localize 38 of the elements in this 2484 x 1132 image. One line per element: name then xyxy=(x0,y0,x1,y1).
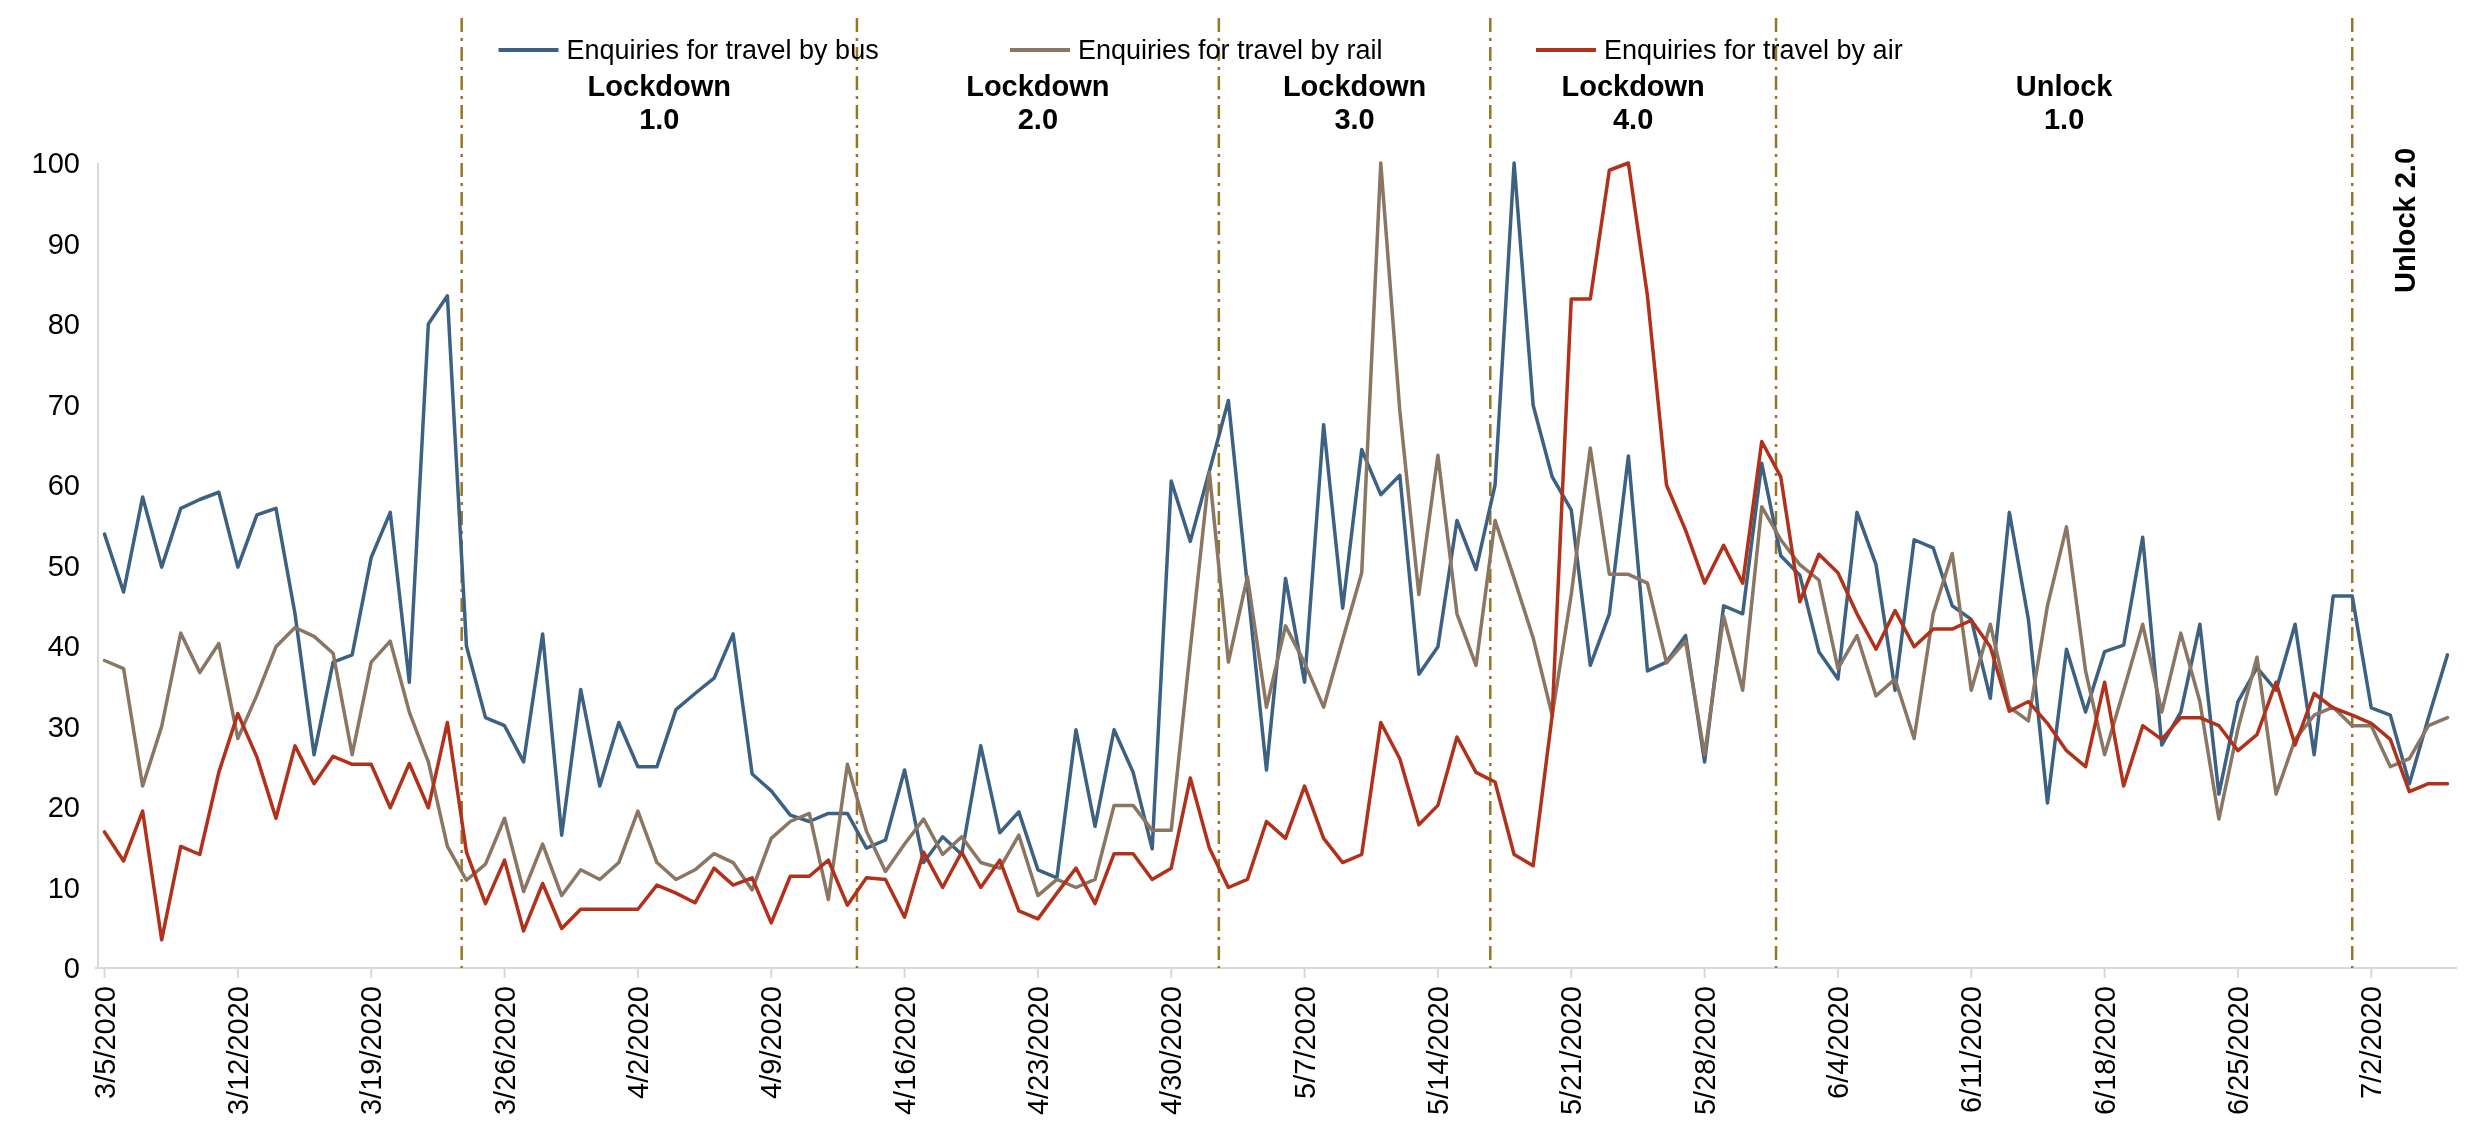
y-tick-label: 50 xyxy=(47,549,80,582)
x-tick-label: 6/11/2020 xyxy=(1955,986,1988,1113)
text: Lockdown 1.0 xyxy=(587,70,731,136)
x-tick-label: 5/7/2020 xyxy=(1288,986,1321,1099)
text: Lockdown 2.0 xyxy=(966,70,1110,136)
x-tick-label: 5/21/2020 xyxy=(1555,986,1588,1116)
x-tick-label: 5/14/2020 xyxy=(1422,986,1455,1116)
y-tick-label: 40 xyxy=(47,630,80,663)
annotation: Unlock 2.0 xyxy=(2388,147,2421,293)
x-tick-label: 6/25/2020 xyxy=(2222,986,2255,1116)
y-tick-label: 20 xyxy=(47,791,80,824)
text: Lockdown 4.0 xyxy=(1561,70,1705,136)
x-tick-label: 4/23/2020 xyxy=(1022,986,1055,1116)
text: Lockdown 3.0 xyxy=(1282,70,1427,136)
x-tick-label: 3/26/2020 xyxy=(488,986,521,1116)
y-tick-label: 70 xyxy=(47,388,80,421)
x-tick-label: 6/18/2020 xyxy=(2088,986,2121,1116)
legend-label: Enquiries for travel by bus xyxy=(566,35,879,66)
y-tick-label: 60 xyxy=(47,469,80,502)
x-tick-label: 4/30/2020 xyxy=(1155,986,1188,1116)
x-tick-label: 5/28/2020 xyxy=(1688,986,1721,1116)
x-tick-label: 4/9/2020 xyxy=(755,986,788,1099)
x-tick-label: 7/2/2020 xyxy=(2355,986,2388,1099)
text: Unlock 1.0 xyxy=(2015,70,2114,136)
legend-label: Enquiries for travel by rail xyxy=(1078,35,1383,66)
y-tick-label: 100 xyxy=(31,147,80,180)
x-tick-label: 4/2/2020 xyxy=(622,986,655,1099)
y-tick-label: 10 xyxy=(47,871,80,904)
y-tick-label: 90 xyxy=(47,227,80,260)
x-tick-label: 3/12/2020 xyxy=(222,986,255,1116)
y-tick-label: 30 xyxy=(47,710,80,743)
x-tick-label: 4/16/2020 xyxy=(888,986,921,1116)
y-tick-label: 0 xyxy=(63,952,80,985)
legend-label: Enquiries for travel by air xyxy=(1604,35,1903,66)
x-tick-label: 6/4/2020 xyxy=(1822,986,1855,1099)
x-tick-label: 3/5/2020 xyxy=(88,986,121,1099)
y-tick-label: 80 xyxy=(47,308,80,341)
x-tick-label: 3/19/2020 xyxy=(355,986,388,1116)
